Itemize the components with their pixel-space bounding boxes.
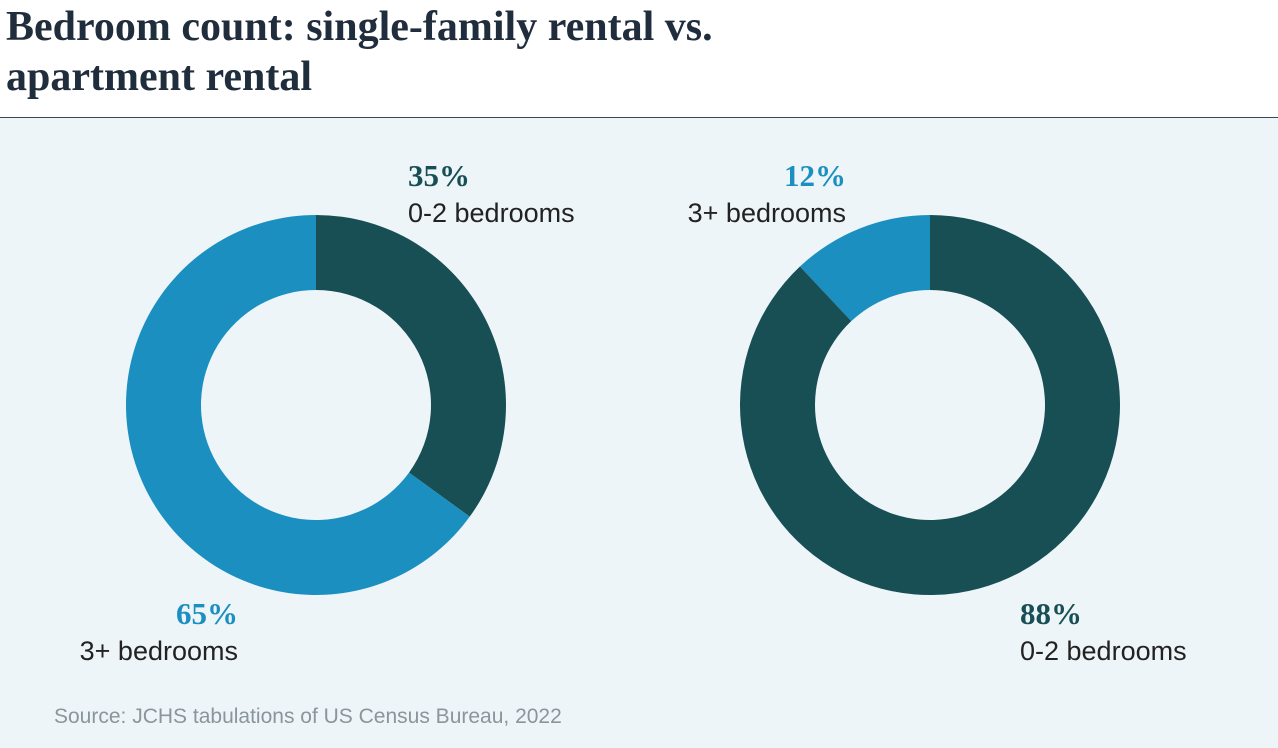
category-label: 0-2 bedrooms xyxy=(1020,636,1187,666)
source: Source: JCHS tabulations of US Census Bu… xyxy=(54,705,562,728)
value-label: 88% xyxy=(1020,596,1082,631)
value-label: 65% xyxy=(176,596,238,631)
category-label: 0-2 bedrooms xyxy=(408,198,575,228)
donut-slice xyxy=(740,215,1120,595)
value-label: 12% xyxy=(784,158,846,193)
category-label: 3+ bedrooms xyxy=(80,636,238,666)
donut-slice xyxy=(316,215,507,517)
donut-slice xyxy=(799,215,930,322)
title: Bedroom count: single-family rental vs. … xyxy=(6,4,713,100)
value-label: 35% xyxy=(408,158,470,193)
category-label: 3+ bedrooms xyxy=(688,198,846,228)
donut-slice xyxy=(126,215,470,596)
